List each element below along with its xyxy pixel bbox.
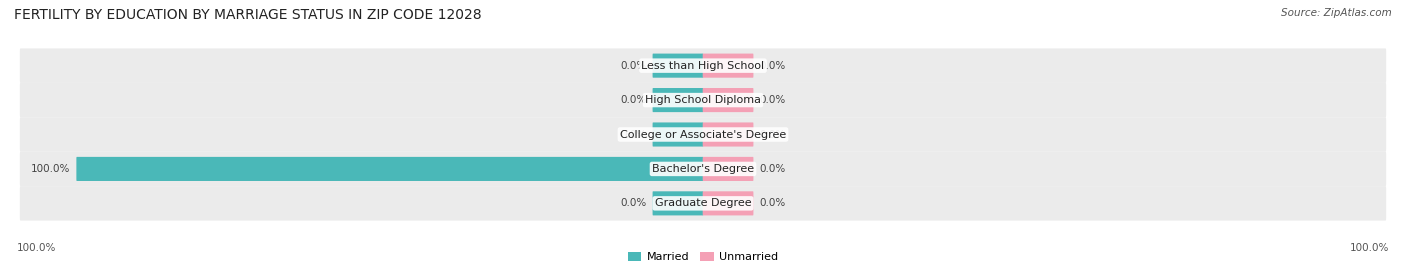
FancyBboxPatch shape [20, 152, 1386, 186]
Legend: Married, Unmarried: Married, Unmarried [623, 247, 783, 267]
Text: Less than High School: Less than High School [641, 61, 765, 71]
Text: Graduate Degree: Graduate Degree [655, 198, 751, 208]
FancyBboxPatch shape [20, 48, 1386, 83]
FancyBboxPatch shape [703, 88, 754, 112]
Text: 0.0%: 0.0% [620, 61, 647, 71]
Text: 0.0%: 0.0% [759, 61, 786, 71]
Text: 100.0%: 100.0% [31, 164, 70, 174]
FancyBboxPatch shape [20, 117, 1386, 152]
Text: 0.0%: 0.0% [620, 129, 647, 140]
FancyBboxPatch shape [703, 122, 754, 147]
Text: Source: ZipAtlas.com: Source: ZipAtlas.com [1281, 8, 1392, 18]
FancyBboxPatch shape [652, 122, 703, 147]
Text: 0.0%: 0.0% [759, 198, 786, 208]
FancyBboxPatch shape [703, 54, 754, 78]
Text: FERTILITY BY EDUCATION BY MARRIAGE STATUS IN ZIP CODE 12028: FERTILITY BY EDUCATION BY MARRIAGE STATU… [14, 8, 482, 22]
Text: Bachelor's Degree: Bachelor's Degree [652, 164, 754, 174]
FancyBboxPatch shape [703, 157, 754, 181]
Text: 100.0%: 100.0% [17, 243, 56, 253]
Text: 0.0%: 0.0% [620, 95, 647, 105]
Text: 0.0%: 0.0% [759, 164, 786, 174]
FancyBboxPatch shape [652, 54, 703, 78]
Text: High School Diploma: High School Diploma [645, 95, 761, 105]
Text: 0.0%: 0.0% [759, 129, 786, 140]
Text: College or Associate's Degree: College or Associate's Degree [620, 129, 786, 140]
FancyBboxPatch shape [20, 83, 1386, 117]
FancyBboxPatch shape [652, 88, 703, 112]
Text: 100.0%: 100.0% [1350, 243, 1389, 253]
FancyBboxPatch shape [703, 191, 754, 215]
FancyBboxPatch shape [652, 191, 703, 215]
FancyBboxPatch shape [20, 186, 1386, 221]
FancyBboxPatch shape [76, 157, 703, 181]
Text: 0.0%: 0.0% [620, 198, 647, 208]
Text: 0.0%: 0.0% [759, 95, 786, 105]
